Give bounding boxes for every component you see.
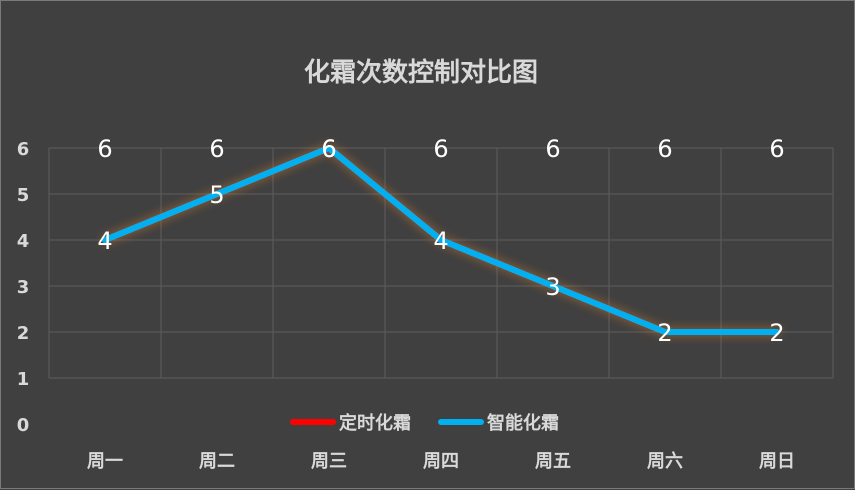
y-tick-label: 0: [17, 415, 30, 436]
y-tick-label: 3: [17, 277, 30, 298]
gridlines: [48, 147, 834, 379]
x-tick-label: 周三: [311, 451, 347, 472]
legend: 定时化霜 智能化霜: [290, 412, 559, 434]
data-label-定时化霜: 6: [209, 135, 224, 163]
data-label-定时化霜: 6: [321, 135, 336, 163]
x-tick-label: 周六: [647, 450, 683, 472]
y-tick-label: 4: [17, 231, 30, 252]
data-label-定时化霜: 6: [433, 135, 448, 163]
x-tick-label: 周二: [199, 451, 235, 472]
x-axis: 周一 周二 周三 周四 周五 周六 周日: [87, 450, 795, 472]
x-tick-label: 周四: [423, 451, 459, 472]
data-label-定时化霜: 6: [769, 135, 784, 163]
y-tick-label: 2: [17, 323, 30, 344]
data-label-智能化霜: 5: [209, 181, 224, 209]
x-tick-label: 周一: [87, 451, 123, 472]
data-label-智能化霜: 4: [97, 227, 112, 255]
data-label-智能化霜: 2: [657, 319, 672, 347]
y-axis: 0 1 2 3 4 5 6: [17, 139, 30, 436]
series-line-智能化霜: [102, 145, 780, 335]
chart-title: 化霜次数控制对比图: [304, 58, 538, 88]
y-tick-label: 1: [17, 369, 30, 390]
data-label-智能化霜: 2: [769, 319, 784, 347]
x-tick-label: 周五: [535, 451, 571, 472]
legend-label-定时化霜: 定时化霜: [339, 412, 411, 434]
y-tick-label: 6: [17, 139, 30, 160]
y-tick-label: 5: [17, 185, 30, 206]
legend-label-智能化霜: 智能化霜: [487, 412, 559, 434]
data-label-定时化霜: 6: [97, 135, 112, 163]
data-label-智能化霜: 4: [433, 227, 448, 255]
x-tick-label: 周日: [759, 451, 795, 472]
data-label-定时化霜: 6: [657, 135, 672, 163]
data-label-智能化霜: 6: [321, 135, 336, 163]
data-label-智能化霜: 3: [545, 273, 560, 301]
data-label-定时化霜: 6: [545, 135, 560, 163]
series-lines: [102, 145, 780, 335]
